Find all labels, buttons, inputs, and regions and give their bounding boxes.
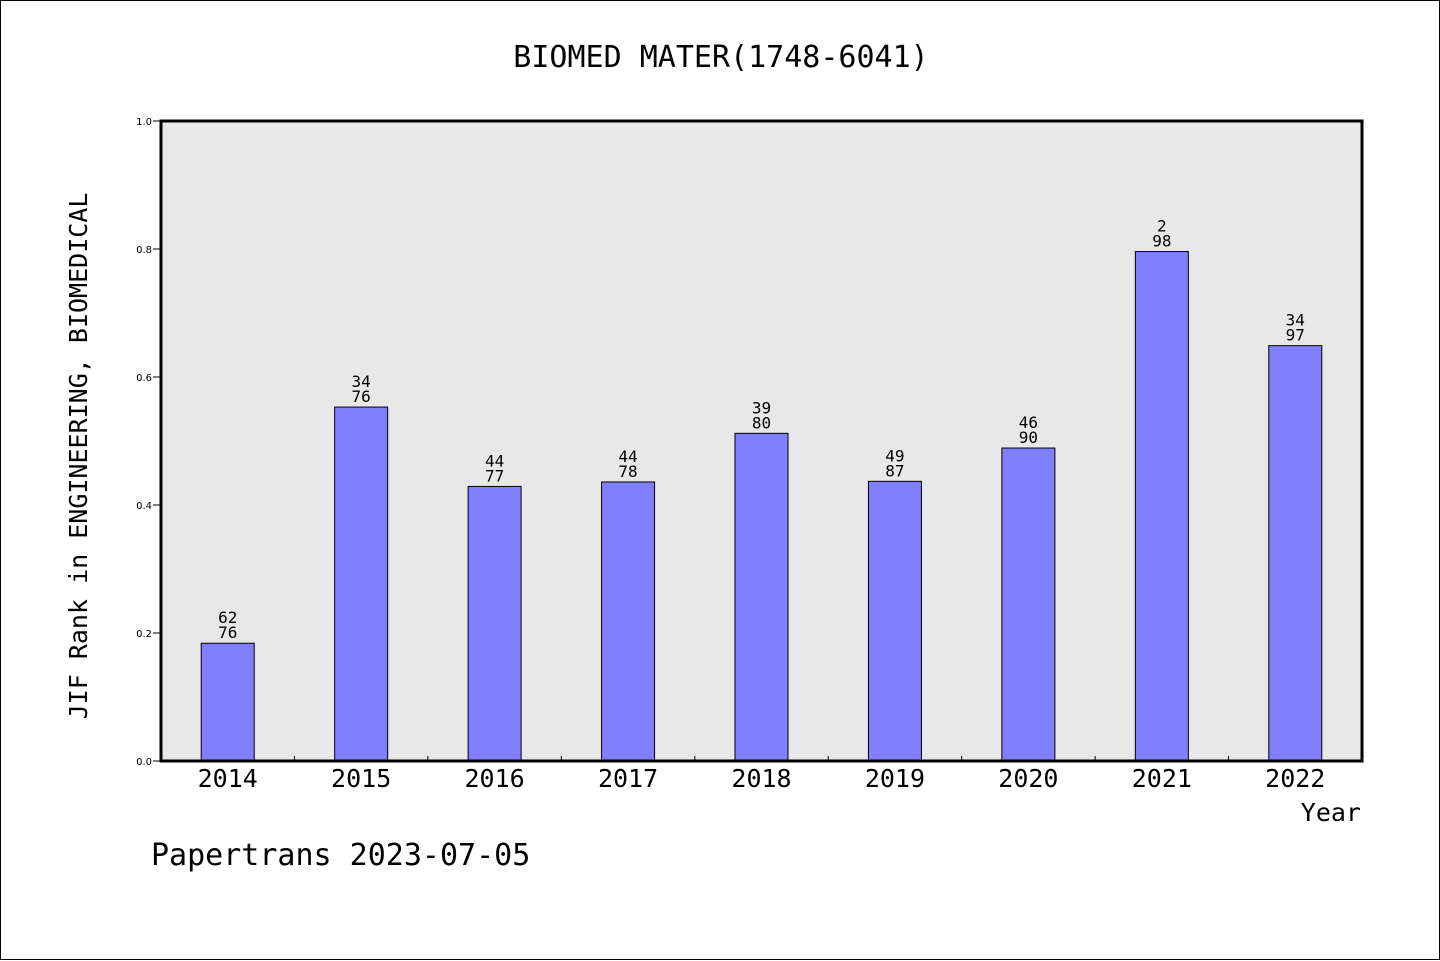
bar-2019 (867, 480, 922, 762)
x-tick-label: 2016 (465, 764, 525, 793)
data-label-total: 76 (218, 623, 237, 642)
data-label-total: 78 (618, 462, 637, 481)
y-tick-label: 0.6 (136, 373, 152, 384)
data-label-rank: 34 (352, 372, 371, 391)
bar-2020 (1001, 447, 1056, 762)
x-tick-label: 2021 (1132, 764, 1192, 793)
bar-series (200, 251, 1323, 762)
data-label-total: 90 (1019, 428, 1038, 447)
y-axis-label: JIF Rank in ENGINEERING, BIOMEDICAL (64, 193, 93, 720)
x-tick-label: 2019 (865, 764, 925, 793)
data-label-total: 80 (752, 413, 771, 432)
bar-2022 (1268, 345, 1323, 762)
footer-credit: Papertrans 2023-07-05 (151, 838, 530, 873)
x-axis-label: Year (1301, 798, 1361, 827)
data-label-rank: 44 (618, 447, 637, 466)
data-label-rank: 39 (752, 398, 771, 417)
y-tick-label: 1.0 (136, 117, 152, 128)
y-tick-label: 0.0 (136, 757, 152, 768)
plot-border (159, 119, 1364, 763)
data-label-total: 97 (1286, 326, 1305, 345)
data-label-rank: 62 (218, 608, 237, 627)
data-label-rank: 46 (1019, 413, 1038, 432)
x-tick-label: 2020 (998, 764, 1058, 793)
bar-2015 (334, 406, 389, 762)
x-tick-label: 2018 (731, 764, 791, 793)
x-tick-label: 2014 (198, 764, 258, 793)
x-tick-label: 2022 (1265, 764, 1325, 793)
y-tick-label: 0.8 (136, 245, 152, 256)
y-tick-label: 0.2 (136, 629, 152, 640)
data-label-total: 98 (1152, 232, 1171, 251)
data-label-total: 77 (485, 466, 504, 485)
data-label-rank: 44 (485, 451, 504, 470)
bar-2017 (601, 481, 656, 762)
y-axis-ticks: 0.0 0.2 0.4 0.6 0.8 1.0 (136, 117, 161, 768)
bar-2014 (200, 642, 255, 762)
chart-title: BIOMED MATER(1748-6041) (513, 40, 928, 75)
x-tick-label: 2017 (598, 764, 658, 793)
y-tick-label: 0.4 (136, 501, 152, 512)
bar-2021 (1134, 251, 1189, 762)
bar-2016 (467, 485, 522, 762)
bar-2018 (734, 432, 789, 762)
x-tick-label: 2015 (331, 764, 391, 793)
data-label-rank: 2 (1157, 217, 1167, 236)
x-axis-ticks: 2014 2015 2016 2017 2018 2019 2020 2021 2022 (198, 756, 1325, 793)
data-label-rank: 34 (1286, 311, 1305, 330)
data-label-total: 76 (352, 387, 371, 406)
data-label-total: 87 (885, 461, 904, 480)
data-label-rank: 49 (885, 446, 904, 465)
